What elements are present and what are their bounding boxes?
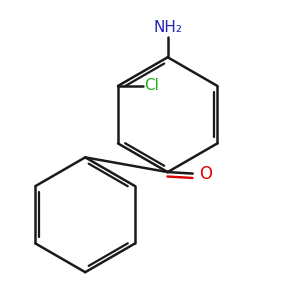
Text: Cl: Cl — [144, 79, 159, 94]
Text: O: O — [199, 165, 212, 183]
Text: NH₂: NH₂ — [153, 20, 182, 35]
